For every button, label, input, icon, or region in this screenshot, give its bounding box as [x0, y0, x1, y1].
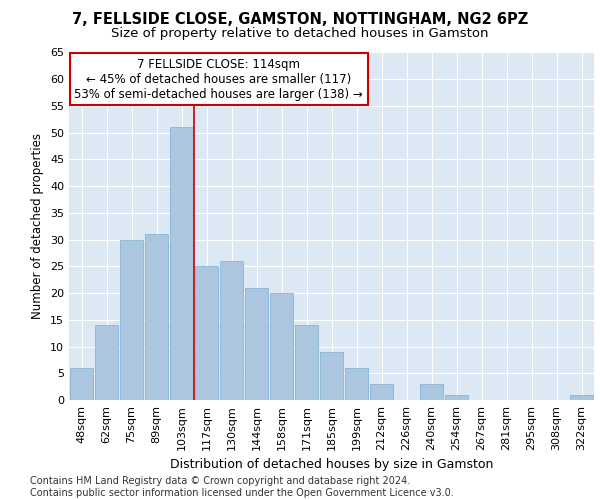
Bar: [320, 352, 343, 400]
Bar: [70, 368, 93, 400]
Bar: [170, 128, 193, 400]
Bar: [345, 368, 368, 400]
Text: Size of property relative to detached houses in Gamston: Size of property relative to detached ho…: [111, 28, 489, 40]
Bar: [295, 325, 318, 400]
Y-axis label: Number of detached properties: Number of detached properties: [31, 133, 44, 320]
Bar: [420, 384, 443, 400]
Bar: [245, 288, 268, 400]
Text: Contains HM Land Registry data © Crown copyright and database right 2024.
Contai: Contains HM Land Registry data © Crown c…: [30, 476, 454, 498]
Text: 7 FELLSIDE CLOSE: 114sqm
← 45% of detached houses are smaller (117)
53% of semi-: 7 FELLSIDE CLOSE: 114sqm ← 45% of detach…: [74, 58, 363, 100]
Text: 7, FELLSIDE CLOSE, GAMSTON, NOTTINGHAM, NG2 6PZ: 7, FELLSIDE CLOSE, GAMSTON, NOTTINGHAM, …: [72, 12, 528, 28]
Bar: [570, 394, 593, 400]
Bar: [195, 266, 218, 400]
Bar: [220, 261, 243, 400]
Bar: [120, 240, 143, 400]
Bar: [145, 234, 168, 400]
X-axis label: Distribution of detached houses by size in Gamston: Distribution of detached houses by size …: [170, 458, 493, 471]
Bar: [445, 394, 468, 400]
Bar: [270, 293, 293, 400]
Bar: [95, 325, 118, 400]
Bar: [370, 384, 393, 400]
